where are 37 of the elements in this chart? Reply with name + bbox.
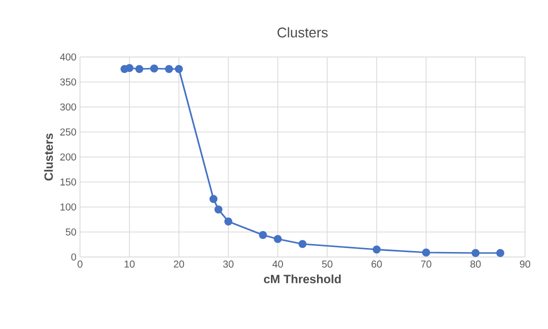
y-tick-label: 300 xyxy=(60,103,76,111)
chart-title: Clusters xyxy=(278,27,328,38)
x-tick-label: 40 xyxy=(272,260,283,268)
y-tick-label: 200 xyxy=(60,153,76,161)
point xyxy=(210,195,218,203)
y-tick-label: 50 xyxy=(66,228,76,236)
x-tick-label: 90 xyxy=(520,260,530,268)
x-tick-label: 30 xyxy=(223,260,234,268)
y-tick-label: 150 xyxy=(60,178,76,186)
point xyxy=(496,248,504,257)
x-tick-label: 70 xyxy=(421,260,432,268)
point xyxy=(165,64,173,73)
point xyxy=(135,64,144,73)
y-tick-label: 400 xyxy=(60,53,76,61)
point xyxy=(174,64,183,73)
point xyxy=(274,235,282,243)
x-axis-title: cM Threshold xyxy=(264,274,341,284)
point xyxy=(298,240,306,248)
y-tick-label: 100 xyxy=(60,203,76,211)
point xyxy=(422,248,430,256)
y-tick-label: 350 xyxy=(60,78,76,86)
y-tick-label: 0 xyxy=(71,253,76,261)
x-tick-label: 0 xyxy=(78,260,82,268)
x-tick-label: 10 xyxy=(124,260,135,268)
point xyxy=(372,246,381,254)
x-tick-label: 20 xyxy=(174,260,184,268)
point xyxy=(150,64,158,72)
point xyxy=(472,248,480,257)
x-tick-label: 80 xyxy=(470,260,481,268)
point xyxy=(224,217,232,226)
point xyxy=(125,64,134,72)
y-tick-label: 250 xyxy=(60,128,76,136)
point xyxy=(258,231,267,239)
x-tick-label: 60 xyxy=(372,260,382,268)
point xyxy=(214,206,222,214)
y-axis-title: Clusters xyxy=(44,133,53,181)
x-tick-label: 50 xyxy=(322,260,332,268)
